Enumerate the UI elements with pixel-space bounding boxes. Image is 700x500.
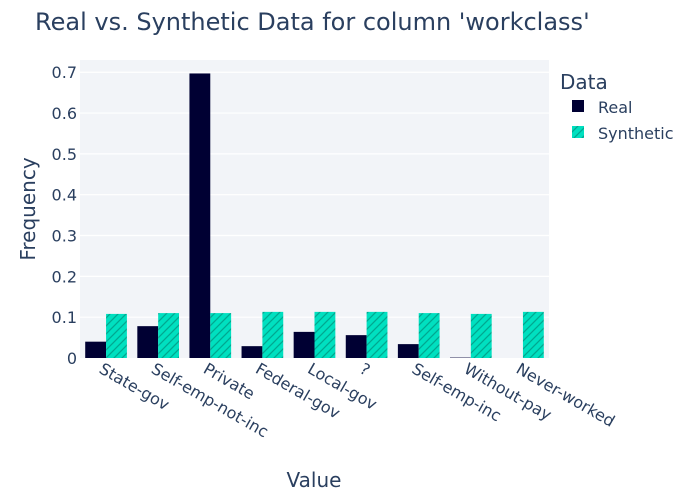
legend-label: Synthetic: [598, 124, 674, 143]
bars: [85, 73, 544, 359]
bar-synthetic-6: [418, 313, 440, 358]
x-axis-title: Value: [287, 468, 342, 492]
bar-synthetic-5: [366, 311, 388, 358]
bar-synthetic-2: [210, 313, 232, 358]
x-axis-ticks: State-govSelf-emp-not-incPrivateFederal-…: [96, 359, 618, 441]
y-tick-label: 0.5: [52, 145, 77, 164]
y-tick-label: 0: [67, 349, 77, 368]
legend-swatch-synthetic: [572, 126, 584, 138]
bar-real-4: [293, 331, 315, 358]
bar-synthetic-4: [314, 311, 336, 358]
y-tick-label: 0.2: [52, 267, 77, 286]
bar-synthetic-1: [158, 313, 180, 358]
bar-real-6: [397, 344, 419, 358]
y-tick-label: 0.3: [52, 227, 77, 246]
y-axis-ticks: 0 0.1 0.2 0.3 0.4 0.5 0.6 0.7: [52, 63, 77, 368]
y-tick-label: 0.6: [52, 104, 77, 123]
y-tick-label: 0.7: [52, 63, 77, 82]
legend: Data Real Synthetic: [560, 70, 674, 143]
y-axis-title: Frequency: [16, 157, 40, 260]
bar-synthetic-0: [106, 313, 127, 358]
y-tick-label: 0.4: [52, 186, 77, 205]
chart-title: Real vs. Synthetic Data for column 'work…: [35, 8, 590, 36]
bar-synthetic-3: [262, 311, 284, 358]
bar-synthetic-8: [522, 311, 544, 358]
bar-real-0: [85, 341, 107, 358]
legend-title: Data: [560, 70, 608, 94]
y-tick-label: 0.1: [52, 308, 77, 327]
bar-real-5: [345, 335, 367, 358]
legend-swatch-real: [572, 100, 584, 112]
bar-real-2: [189, 73, 211, 359]
bar-synthetic-7: [470, 313, 492, 358]
legend-label: Real: [598, 98, 633, 117]
x-tick-label: ?: [357, 359, 374, 380]
bar-real-3: [241, 346, 263, 358]
bar-real-1: [137, 326, 159, 358]
plot-area: [80, 60, 549, 358]
